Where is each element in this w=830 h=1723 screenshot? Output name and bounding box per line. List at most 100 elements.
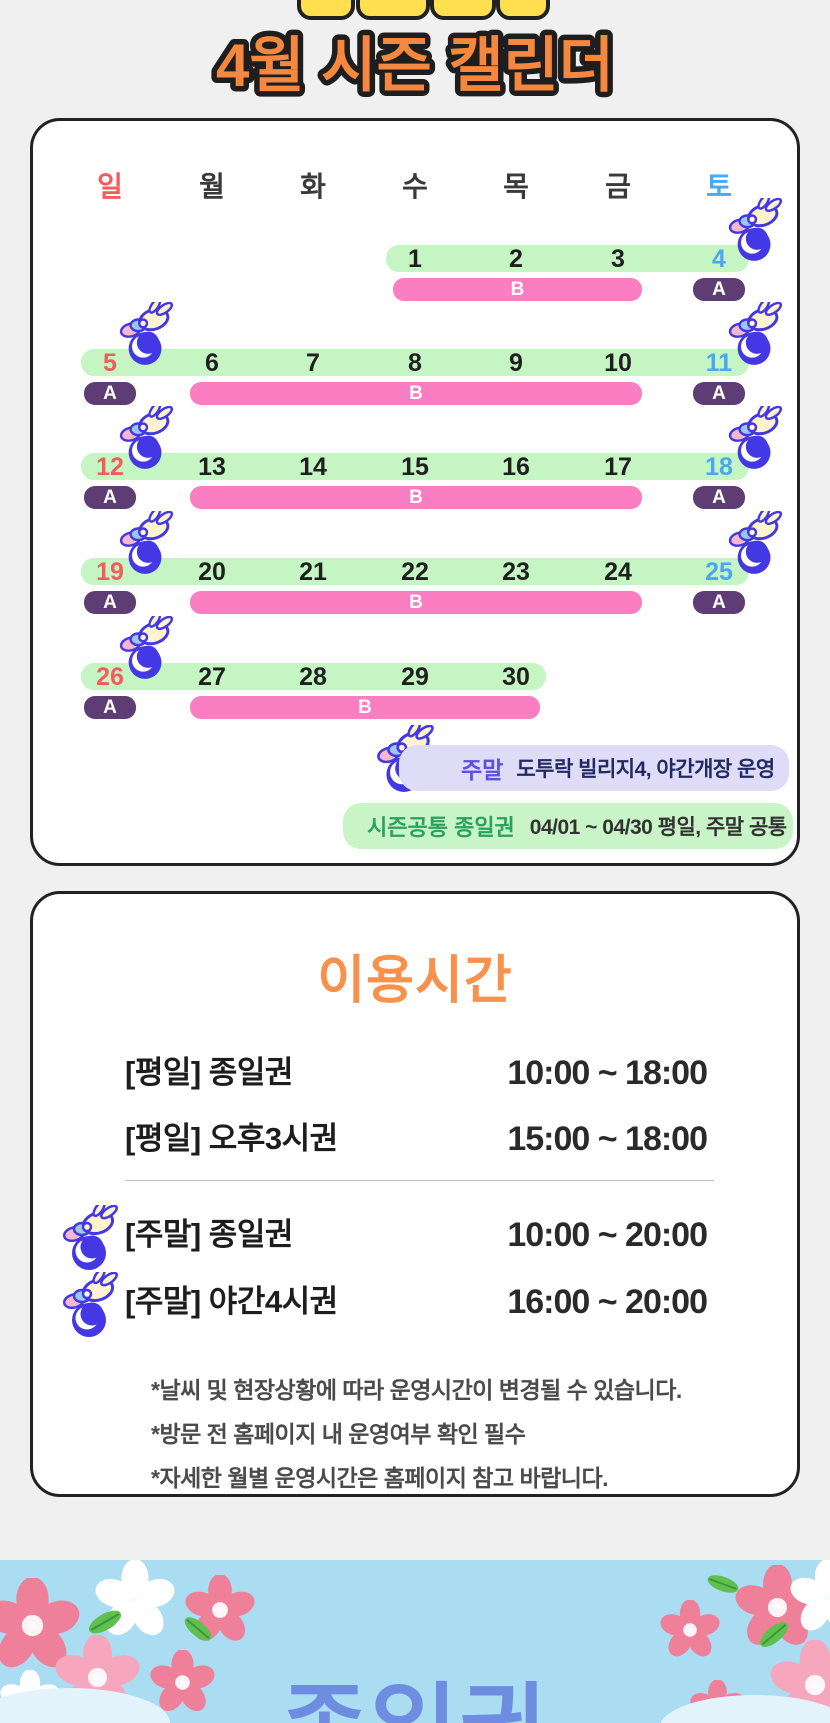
allday-green-bar	[81, 558, 749, 585]
date-cell: 16	[502, 453, 530, 481]
date-cell: 30	[502, 663, 530, 691]
date-cell: 25	[705, 558, 733, 586]
rabbit-moon-icon	[118, 511, 176, 575]
day-header-일: 일	[97, 171, 123, 202]
main-title-text: 4월 시즌 캘린더	[216, 32, 614, 99]
hours-card: 이용시간 [평일] 종일권 10:00 ~ 18:00 [평일] 오후3시권 1…	[30, 891, 800, 1497]
rabbit-moon-icon	[61, 1205, 121, 1271]
footer-banner: 종일권	[0, 1560, 830, 1723]
top-banner-shape	[297, 0, 355, 20]
note-line: *방문 전 홈페이지 내 운영여부 확인 필수	[151, 1421, 526, 1447]
date-cell: 8	[408, 349, 422, 377]
date-cell: 10	[604, 349, 632, 377]
date-cell: 2	[509, 245, 523, 273]
season-legend-tag: 시즌공통 종일권	[367, 815, 515, 840]
badge-a: A	[84, 382, 136, 405]
date-cell: 9	[509, 349, 523, 377]
date-cell: 24	[604, 558, 632, 586]
calendar-card: 일 월 화 수 목 금 토 1 2 3 4 B A 5 6 7 8 9 10 11 B A A 12 13 14 15 16 17 18 B…	[30, 118, 800, 866]
note-line: *날씨 및 현장상황에 따라 운영시간이 변경될 수 있습니다.	[151, 1377, 682, 1403]
rabbit-moon-icon	[727, 302, 785, 366]
day-header-화: 화	[300, 171, 326, 202]
date-cell: 15	[401, 453, 429, 481]
date-cell: 17	[604, 453, 632, 481]
date-cell: 22	[401, 558, 429, 586]
date-cell: 26	[96, 663, 124, 691]
date-cell: 28	[299, 663, 327, 691]
date-cell: 11	[705, 349, 733, 377]
day-header-토: 토	[706, 171, 732, 202]
rabbit-moon-icon	[727, 406, 785, 470]
allday-green-bar	[81, 349, 749, 376]
hours-label: [주말] 종일권	[125, 1217, 293, 1252]
badge-a: A	[84, 591, 136, 614]
top-banner-shape	[430, 0, 496, 20]
day-header-수: 수	[402, 171, 428, 202]
allday-green-bar	[81, 453, 749, 480]
weekend-legend-text: 도투락 빌리지4, 야간개장 운영	[516, 758, 775, 781]
rabbit-moon-icon	[118, 406, 176, 470]
hours-time: 16:00 ~ 20:00	[507, 1283, 708, 1321]
cherry-blossom-icon	[660, 1600, 720, 1660]
date-cell: 20	[198, 558, 226, 586]
allday-green-bar	[386, 245, 749, 272]
weekday-b-bar: B	[190, 486, 642, 509]
hours-row: [주말] 종일권 10:00 ~ 20:00	[33, 1213, 797, 1257]
top-banner-shape	[496, 0, 550, 20]
weekend-legend: 주말 도투락 빌리지4, 야간개장 운영	[399, 745, 789, 791]
rabbit-moon-icon	[118, 302, 176, 366]
rabbit-moon-icon	[727, 511, 785, 575]
date-cell: 27	[198, 663, 226, 691]
date-cell: 7	[306, 349, 320, 377]
weekday-b-bar: B	[393, 278, 642, 301]
hours-row: [주말] 야간4시권 16:00 ~ 20:00	[33, 1280, 797, 1324]
weekday-b-bar: B	[190, 382, 642, 405]
hours-time: 10:00 ~ 20:00	[507, 1216, 708, 1254]
date-cell: 12	[96, 453, 124, 481]
hours-label: [평일] 종일권	[125, 1055, 293, 1090]
rabbit-moon-icon	[61, 1272, 121, 1338]
date-cell: 23	[502, 558, 530, 586]
cherry-blossom-icon	[790, 1560, 830, 1635]
date-cell: 1	[408, 245, 422, 273]
badge-a: A	[84, 696, 136, 719]
badge-a: A	[693, 591, 745, 614]
hours-time: 10:00 ~ 18:00	[507, 1054, 708, 1092]
hours-time: 15:00 ~ 18:00	[507, 1120, 708, 1158]
hours-title: 이용시간	[317, 952, 513, 1010]
hours-label: [주말] 야간4시권	[125, 1284, 338, 1319]
hours-divider	[125, 1180, 714, 1181]
date-cell: 19	[96, 558, 124, 586]
hours-row: [평일] 종일권 10:00 ~ 18:00	[33, 1051, 797, 1095]
date-cell: 5	[103, 349, 117, 377]
top-banner-shape	[356, 0, 430, 20]
day-header-목: 목	[503, 171, 529, 202]
weekend-legend-tag: 주말	[461, 757, 504, 783]
date-cell: 29	[401, 663, 429, 691]
date-cell: 6	[205, 349, 219, 377]
season-legend: 시즌공통 종일권 04/01 ~ 04/30 평일, 주말 공통	[343, 803, 793, 849]
date-cell: 14	[299, 453, 327, 481]
badge-a: A	[693, 278, 745, 301]
date-cell: 21	[299, 558, 327, 586]
date-cell: 4	[712, 245, 726, 273]
rabbit-moon-icon	[727, 198, 785, 262]
note-line: *자세한 월별 운영시간은 홈페이지 참고 바랍니다.	[151, 1465, 609, 1491]
day-header-월: 월	[199, 171, 225, 202]
hours-label: [평일] 오후3시권	[125, 1121, 338, 1156]
date-cell: 13	[198, 453, 226, 481]
day-header-금: 금	[605, 171, 631, 202]
badge-a: A	[693, 382, 745, 405]
rabbit-moon-icon	[118, 616, 176, 680]
badge-a: A	[693, 486, 745, 509]
footer-title: 종일권	[0, 1652, 830, 1723]
badge-a: A	[84, 486, 136, 509]
weekday-b-bar: B	[190, 696, 540, 719]
season-legend-text: 04/01 ~ 04/30 평일, 주말 공통	[529, 816, 787, 839]
main-title: 4월 시즌 캘린더	[211, 27, 620, 105]
date-cell: 3	[611, 245, 625, 273]
hours-row: [평일] 오후3시권 15:00 ~ 18:00	[33, 1117, 797, 1161]
weekday-b-bar: B	[190, 591, 642, 614]
date-cell: 18	[705, 453, 733, 481]
